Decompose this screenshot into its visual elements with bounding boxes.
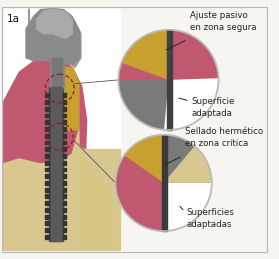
Wedge shape: [118, 30, 218, 80]
Polygon shape: [45, 134, 49, 138]
Polygon shape: [4, 9, 119, 250]
Polygon shape: [45, 120, 49, 124]
Polygon shape: [24, 130, 116, 249]
Polygon shape: [62, 221, 66, 225]
Wedge shape: [118, 30, 169, 130]
Polygon shape: [45, 100, 49, 104]
Text: Superficie
adaptada: Superficie adaptada: [192, 97, 235, 118]
Polygon shape: [62, 181, 66, 185]
Polygon shape: [51, 87, 61, 241]
Polygon shape: [45, 154, 49, 158]
Polygon shape: [45, 208, 49, 212]
Polygon shape: [45, 181, 49, 185]
Polygon shape: [45, 235, 49, 239]
Polygon shape: [45, 168, 49, 171]
Polygon shape: [62, 215, 66, 219]
Polygon shape: [45, 201, 49, 205]
Text: Sellado hermético
en zona crítica: Sellado hermético en zona crítica: [185, 127, 263, 148]
Wedge shape: [124, 135, 164, 183]
Polygon shape: [62, 154, 66, 158]
Polygon shape: [45, 147, 49, 151]
Polygon shape: [45, 127, 49, 131]
Polygon shape: [49, 87, 62, 241]
Polygon shape: [162, 135, 167, 231]
Polygon shape: [45, 215, 49, 219]
Polygon shape: [62, 100, 66, 104]
Polygon shape: [62, 114, 66, 118]
Polygon shape: [62, 93, 66, 97]
Polygon shape: [62, 127, 66, 131]
Text: 1a: 1a: [7, 15, 20, 24]
Polygon shape: [62, 161, 66, 165]
Polygon shape: [62, 208, 66, 212]
Polygon shape: [62, 201, 66, 205]
Polygon shape: [50, 58, 64, 87]
Polygon shape: [4, 149, 120, 250]
Polygon shape: [45, 195, 49, 198]
Circle shape: [118, 30, 218, 130]
Polygon shape: [62, 174, 66, 178]
Polygon shape: [62, 107, 66, 111]
Polygon shape: [4, 58, 79, 250]
Polygon shape: [53, 58, 61, 130]
Polygon shape: [62, 168, 66, 171]
Polygon shape: [29, 9, 81, 67]
Polygon shape: [45, 93, 49, 97]
Circle shape: [116, 135, 212, 231]
Polygon shape: [45, 161, 49, 165]
Wedge shape: [162, 135, 212, 183]
Polygon shape: [45, 141, 49, 145]
Polygon shape: [62, 134, 66, 138]
Polygon shape: [45, 188, 49, 192]
Polygon shape: [5, 63, 87, 249]
Polygon shape: [45, 174, 49, 178]
Polygon shape: [62, 188, 66, 192]
Polygon shape: [62, 120, 66, 124]
Polygon shape: [5, 10, 120, 249]
Wedge shape: [164, 146, 212, 183]
Polygon shape: [45, 107, 49, 111]
Polygon shape: [5, 140, 116, 249]
Polygon shape: [34, 149, 116, 249]
Polygon shape: [37, 9, 72, 39]
Polygon shape: [62, 141, 66, 145]
Polygon shape: [60, 67, 79, 130]
Polygon shape: [62, 228, 66, 232]
Wedge shape: [162, 135, 212, 183]
Polygon shape: [45, 221, 49, 225]
Polygon shape: [167, 30, 172, 130]
Polygon shape: [45, 228, 49, 232]
Polygon shape: [62, 147, 66, 151]
Text: Ajuste pasivo
en zona segura: Ajuste pasivo en zona segura: [190, 11, 256, 32]
Wedge shape: [121, 30, 169, 80]
Polygon shape: [45, 114, 49, 118]
Polygon shape: [4, 130, 79, 250]
Text: Superficies
adaptadas: Superficies adaptadas: [187, 208, 235, 229]
Polygon shape: [26, 9, 80, 64]
Polygon shape: [62, 195, 66, 198]
Polygon shape: [62, 235, 66, 239]
Polygon shape: [52, 58, 62, 90]
Wedge shape: [116, 135, 168, 231]
Wedge shape: [164, 135, 212, 183]
